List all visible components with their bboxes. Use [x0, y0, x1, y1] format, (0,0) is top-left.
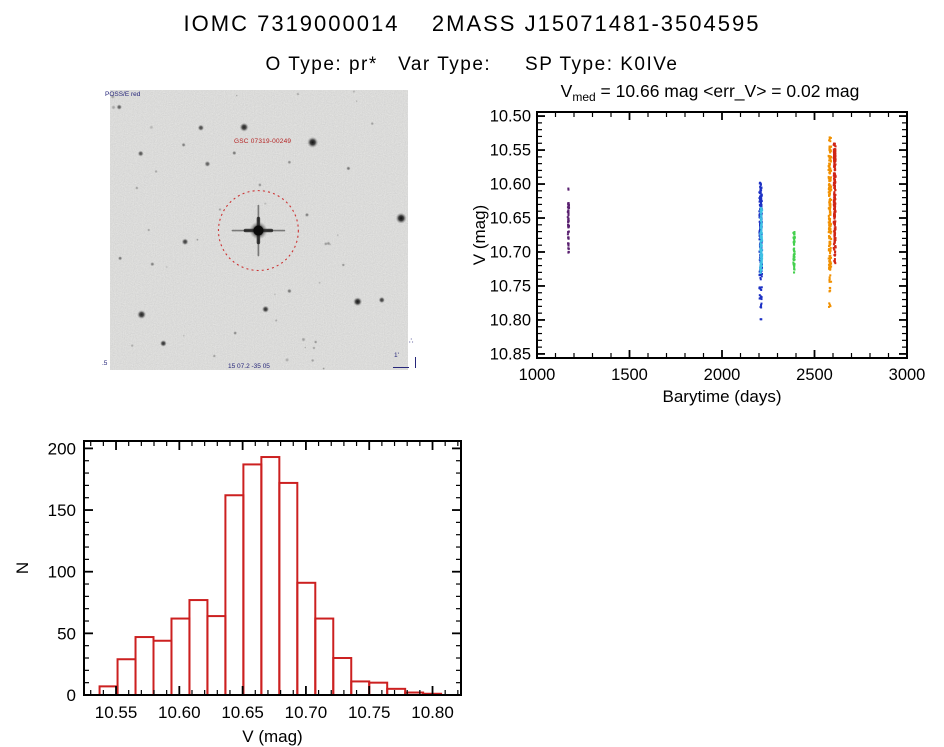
- svg-text:10.65: 10.65: [221, 703, 264, 722]
- svg-text:10.65: 10.65: [490, 210, 531, 228]
- star-field-image: [110, 90, 408, 370]
- scale-bar-tick: [415, 357, 416, 368]
- svg-text:10.70: 10.70: [285, 703, 328, 722]
- svg-text:2500: 2500: [796, 366, 833, 384]
- svg-text:10.85: 10.85: [490, 345, 531, 363]
- orientation-mark: ∴: [409, 338, 414, 345]
- lightcurve-plot: 1000 1500 2000 2500 3000 10.50 10.55 10.60 10.65…: [470, 81, 926, 406]
- histogram-plot: 10.55 10.60 10.65 10.70 10.75 10.80 0 50 100 150 2…: [13, 439, 462, 746]
- svg-text:10.50: 10.50: [490, 108, 531, 126]
- scale-bar: [393, 367, 409, 368]
- svg-text:10.75: 10.75: [490, 277, 531, 295]
- svg-text:100: 100: [48, 563, 76, 582]
- svg-text:N: N: [13, 562, 32, 574]
- svg-text:10.60: 10.60: [490, 176, 531, 194]
- svg-text:1000: 1000: [519, 366, 556, 384]
- target-gsc-label: GSC 07319-00249: [234, 138, 292, 145]
- svg-text:3000: 3000: [889, 366, 926, 384]
- svg-text:150: 150: [48, 501, 76, 520]
- scale-label: 1': [394, 352, 399, 359]
- svg-text:10.70: 10.70: [490, 243, 531, 261]
- survey-label: POSS/E red: [105, 91, 141, 98]
- svg-text:10.75: 10.75: [348, 703, 391, 722]
- svg-text:2000: 2000: [704, 366, 741, 384]
- svg-text:10.55: 10.55: [490, 142, 531, 160]
- finding-chart: POSS/E red GSC 07319-00249 15 07.2 -35 0…: [102, 90, 416, 370]
- svg-text:Vmed = 10.66 mag <err_V> =: Vmed = 10.66 mag <err_V> = 0.02 mag: [561, 81, 860, 104]
- svg-text:1500: 1500: [611, 366, 648, 384]
- svg-text:10.55: 10.55: [95, 703, 138, 722]
- svg-text:10.60: 10.60: [158, 703, 201, 722]
- coords-label: 15 07.2 -35 05: [228, 363, 270, 370]
- svg-text:Barytime (days): Barytime (days): [662, 387, 781, 406]
- page-subtitle: O Type: pr* Var Type: SP Type: K0IVe: [265, 54, 679, 75]
- svg-text:50: 50: [57, 624, 76, 643]
- svg-text:10.80: 10.80: [490, 311, 531, 329]
- page-title: IOMC 7319000014 2MASS J15071481-3504595: [183, 11, 761, 36]
- svg-text:V (mag): V (mag): [470, 205, 489, 265]
- svg-text:0: 0: [67, 686, 76, 705]
- corner-mark: .5: [102, 360, 108, 367]
- svg-text:10.80: 10.80: [411, 703, 454, 722]
- svg-text:200: 200: [48, 439, 76, 458]
- svg-text:V (mag): V (mag): [242, 727, 302, 746]
